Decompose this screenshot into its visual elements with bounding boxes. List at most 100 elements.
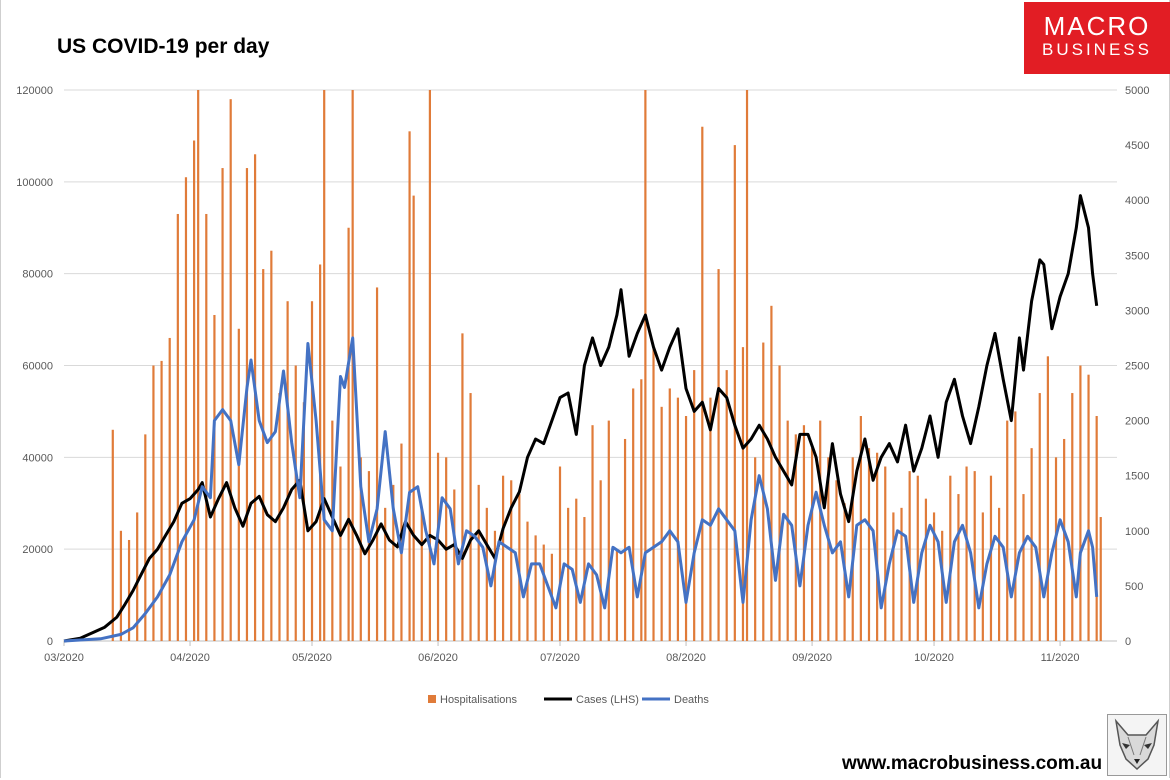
hospitalisations-bar [168, 337, 171, 641]
hospitalisations-bar [1046, 356, 1049, 641]
hospitalisations-bar [237, 328, 240, 641]
hospitalisations-bar [884, 466, 887, 641]
hospitalisations-bar [1079, 365, 1082, 641]
hospitalisations-bar [965, 466, 968, 641]
hospitalisations-bar [542, 544, 545, 641]
chart-title: US COVID-19 per day [57, 35, 270, 58]
hospitalisations-bar [1038, 393, 1041, 641]
hospitalisations-bar [294, 365, 297, 641]
hospitalisations-bar [819, 420, 822, 641]
hospitalisations-bar [136, 512, 139, 641]
hospitalisations-bar [213, 314, 216, 641]
hospitalisations-bar [778, 365, 781, 641]
hospitalisations-bar [1006, 420, 1009, 641]
hospitalisations-bar [221, 168, 224, 641]
legend-swatch-hospitalisations [428, 695, 436, 703]
y-right-tick-label: 4000 [1125, 195, 1149, 207]
hospitalisations-bar [949, 475, 952, 641]
hospitalisations-bar [477, 484, 480, 641]
hospitalisations-bar [754, 457, 757, 641]
hospitalisations-bar [1087, 374, 1090, 641]
y-left-tick-label: 20000 [22, 544, 53, 556]
hospitalisations-bar [810, 448, 814, 641]
legend-label: Deaths [674, 694, 709, 706]
hospitalisations-bar [144, 434, 147, 641]
y-left-tick-label: 100000 [16, 177, 53, 189]
legend-label: Cases (LHS) [576, 694, 639, 706]
x-tick-label: 03/2020 [44, 652, 84, 664]
hospitalisations-bar [367, 471, 371, 641]
logo-line2: BUSINESS [1042, 40, 1152, 59]
hospitalisations-bar [973, 471, 976, 641]
hospitalisations-bar [375, 287, 379, 641]
hospitalisations-bar [193, 140, 196, 641]
hospitalisations-bar [1095, 416, 1098, 641]
hospitalisations-bar [957, 494, 960, 641]
hospitalisations-bar [359, 457, 362, 641]
hospitalisations-bar [412, 195, 415, 641]
hospitalisations-bar [717, 269, 720, 641]
hospitalisations-bar [835, 480, 838, 641]
x-tick-label: 09/2020 [792, 652, 832, 664]
x-tick-label: 06/2020 [418, 652, 458, 664]
y-right-tick-label: 2000 [1125, 416, 1149, 428]
hospitalisations-bar [152, 365, 155, 641]
hospitalisations-bar [428, 90, 432, 641]
hospitalisations-bar [205, 213, 208, 641]
hospitalisations-bar [485, 507, 488, 641]
x-tick-label: 10/2020 [914, 652, 954, 664]
hospitalisations-bar [607, 420, 610, 641]
hospitalisations-bar [160, 360, 163, 641]
hospitalisations-bar [184, 177, 188, 641]
hospitalisations-bar [176, 213, 179, 641]
covid-chart: 0 20000 40000 60000 80000 100000 120000 0 500 100… [16, 85, 1149, 706]
hospitalisations-bar [558, 466, 562, 641]
hospitalisations-bar [802, 425, 806, 641]
hospitalisations-bar [510, 480, 513, 641]
y-left-tick-label: 80000 [22, 269, 53, 281]
cases-line [63, 194, 1099, 643]
hospitalisations-bar [916, 475, 919, 641]
y-right-tick-label: 500 [1125, 581, 1143, 593]
hospitalisations-bar [339, 466, 342, 641]
hospitalisations-bar [197, 90, 200, 641]
hospitalisations-bar [615, 549, 619, 641]
logo-line1: MACRO [1043, 11, 1151, 41]
hospitalisations-bar [693, 370, 696, 641]
hospitalisations-bar [676, 397, 680, 641]
hospitalisations-bar [245, 168, 249, 641]
legend-label: Hospitalisations [440, 694, 518, 706]
hospitalisations-bar [1099, 517, 1102, 641]
hospitalisations-bar [794, 434, 797, 641]
hospitalisations-bar [640, 379, 643, 641]
frame-border-left [0, 0, 1, 778]
macrobusiness-logo: MACRO BUSINESS [1024, 2, 1170, 74]
hospitalisations-bar [997, 507, 1001, 641]
y-right-tick-label: 2500 [1125, 361, 1149, 373]
hospitalisations-bar [1054, 457, 1058, 641]
hospitalisations-bar [741, 347, 745, 641]
hospitalisations-bar [786, 420, 789, 641]
hospitalisations-bar [941, 530, 944, 641]
hospitalisations-bar [384, 507, 387, 641]
hospitalisations-bar [745, 90, 749, 641]
hospitalisations-bar [709, 397, 712, 641]
hospitalisations-bar [119, 530, 123, 641]
hospitalisations-bar [436, 452, 440, 641]
hospitalisations-bar [644, 90, 647, 641]
hospitalisations-bar [347, 227, 350, 641]
hospitalisations-bar [270, 250, 273, 642]
hospitalisations-bar [876, 452, 879, 641]
hospitalisations-bar [908, 471, 911, 641]
y-right-tick-label: 4500 [1125, 140, 1149, 152]
hospitalisations-bar [1022, 494, 1025, 641]
hospitalisations-bar [827, 457, 830, 641]
y-right-tick-label: 5000 [1125, 85, 1149, 97]
x-tick-label: 11/2020 [1041, 652, 1080, 664]
hospitalisations-bar [924, 498, 928, 641]
hospitalisations-bar [981, 512, 984, 641]
hospitalisations-bar [229, 99, 232, 641]
hospitalisations-bar [302, 402, 305, 641]
hospitalisations-bar [501, 475, 505, 641]
hospitalisations-bar [323, 90, 326, 641]
